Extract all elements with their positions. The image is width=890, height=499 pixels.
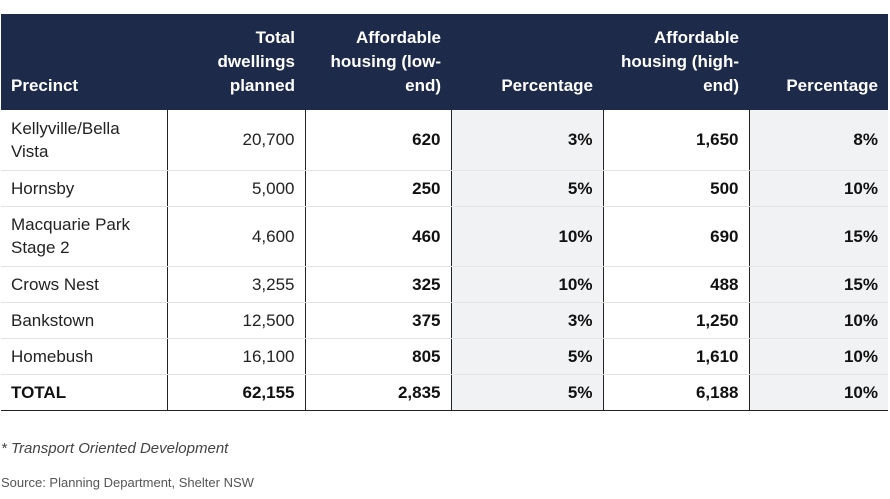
cell-low: 805 xyxy=(304,338,451,375)
header-percentage-high: Percentage xyxy=(749,14,888,110)
total-label: TOTAL xyxy=(1,373,167,411)
cell-high: 1,610 xyxy=(602,338,749,375)
table-row: Hornsby 5,000 250 5% 500 10% xyxy=(1,170,888,207)
table-row: Macquarie Park Stage 2 4,600 460 10% 690… xyxy=(1,206,888,267)
total-high: 6,188 xyxy=(602,373,749,411)
cell-pct-high: 15% xyxy=(748,266,888,303)
cell-high: 488 xyxy=(602,266,749,303)
cell-high: 500 xyxy=(602,170,749,207)
total-row: TOTAL 62,155 2,835 5% 6,188 10% xyxy=(1,373,888,411)
total-pct-high: 10% xyxy=(748,373,888,411)
cell-low: 250 xyxy=(304,170,451,207)
header-total-dwellings: Total dwellings planned xyxy=(167,14,305,110)
header-percentage-low: Percentage xyxy=(451,14,603,110)
cell-total: 4,600 xyxy=(166,206,305,267)
cell-precinct: Bankstown xyxy=(1,302,167,339)
housing-table: Precinct Total dwellings planned Afforda… xyxy=(1,14,888,411)
cell-pct-high: 8% xyxy=(748,110,888,171)
total-low: 2,835 xyxy=(304,373,451,411)
cell-total: 20,700 xyxy=(166,110,305,171)
cell-total: 5,000 xyxy=(166,170,305,207)
cell-pct-low: 5% xyxy=(450,338,603,375)
cell-pct-low: 5% xyxy=(450,170,603,207)
cell-pct-high: 10% xyxy=(748,338,888,375)
cell-precinct: Kellyville/Bella Vista xyxy=(1,110,167,171)
cell-precinct: Macquarie Park Stage 2 xyxy=(1,206,167,267)
cell-pct-low: 3% xyxy=(450,110,603,171)
cell-high: 1,650 xyxy=(602,110,749,171)
cell-pct-high: 10% xyxy=(748,170,888,207)
source-credit: Source: Planning Department, Shelter NSW xyxy=(1,475,254,490)
table-row: Bankstown 12,500 375 3% 1,250 10% xyxy=(1,302,888,339)
cell-precinct: Homebush xyxy=(1,338,167,375)
cell-high: 1,250 xyxy=(602,302,749,339)
table-row: Crows Nest 3,255 325 10% 488 15% xyxy=(1,266,888,303)
cell-precinct: Hornsby xyxy=(1,170,167,207)
header-row: Precinct Total dwellings planned Afforda… xyxy=(1,14,888,110)
cell-low: 325 xyxy=(304,266,451,303)
cell-total: 12,500 xyxy=(166,302,305,339)
cell-pct-low: 10% xyxy=(450,266,603,303)
footnote: * Transport Oriented Development xyxy=(1,440,229,457)
cell-high: 690 xyxy=(602,206,749,267)
total-dwellings: 62,155 xyxy=(166,373,305,411)
cell-low: 620 xyxy=(304,110,451,171)
cell-pct-low: 10% xyxy=(450,206,603,267)
cell-low: 375 xyxy=(304,302,451,339)
cell-total: 16,100 xyxy=(166,338,305,375)
cell-pct-low: 3% xyxy=(450,302,603,339)
cell-pct-high: 10% xyxy=(748,302,888,339)
cell-pct-high: 15% xyxy=(748,206,888,267)
cell-total: 3,255 xyxy=(166,266,305,303)
header-affordable-high: Affordable housing (high-end) xyxy=(603,14,749,110)
table-row: Homebush 16,100 805 5% 1,610 10% xyxy=(1,338,888,375)
total-pct-low: 5% xyxy=(450,373,603,411)
header-affordable-low: Affordable housing (low-end) xyxy=(305,14,451,110)
cell-low: 460 xyxy=(304,206,451,267)
header-precinct: Precinct xyxy=(1,14,167,110)
cell-precinct: Crows Nest xyxy=(1,266,167,303)
table-row: Kellyville/Bella Vista 20,700 620 3% 1,6… xyxy=(1,110,888,171)
